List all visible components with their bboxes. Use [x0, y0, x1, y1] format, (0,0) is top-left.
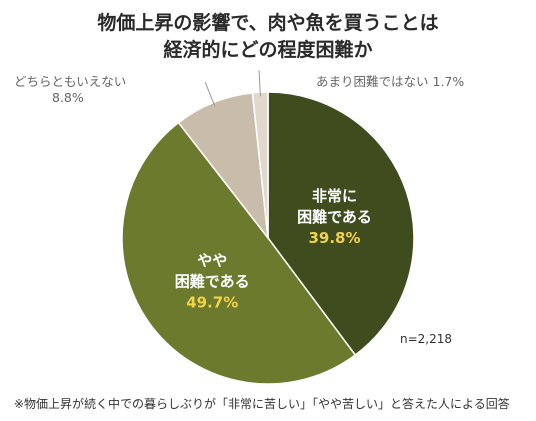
outer-label-neutral: どちらともいえない 8.8% — [14, 71, 126, 105]
slice-label-very-difficult: 困難である — [297, 208, 372, 226]
footnote: ※物価上昇が続く中での暮らしぶりが「非常に苦しい」「やや苦しい」と答えた人による… — [14, 397, 510, 411]
chart-title-line2: 経済的にどの程度困難か — [163, 39, 373, 61]
chart-title-line1: 物価上昇の影響で、肉や魚を買うことは — [97, 12, 439, 34]
slice-value-somewhat-difficult: 49.7% — [186, 293, 238, 311]
slice-label-very-difficult: 非常に — [312, 187, 357, 205]
outer-label-not-difficult-value: 1.7% — [432, 74, 465, 89]
slice-value-very-difficult: 39.8% — [308, 229, 360, 247]
leader-line-neutral — [204, 82, 216, 107]
outer-label-not-difficult: あまり困難ではない 1.7% — [316, 71, 464, 90]
leader-line-not-difficult — [258, 70, 261, 97]
outer-label-neutral-text: どちらともいえない — [14, 74, 127, 89]
pie-slice-very-difficult — [267, 91, 415, 357]
sample-size-label: n=2,218 — [400, 332, 453, 346]
pie-slice-somewhat-difficult — [121, 121, 357, 385]
outer-label-neutral-value: 8.8% — [52, 90, 84, 105]
slice-label-somewhat-difficult: やや — [197, 251, 227, 269]
slice-label-somewhat-difficult: 困難である — [175, 272, 250, 290]
outer-label-not-difficult-text: あまり困難ではない — [316, 74, 429, 89]
